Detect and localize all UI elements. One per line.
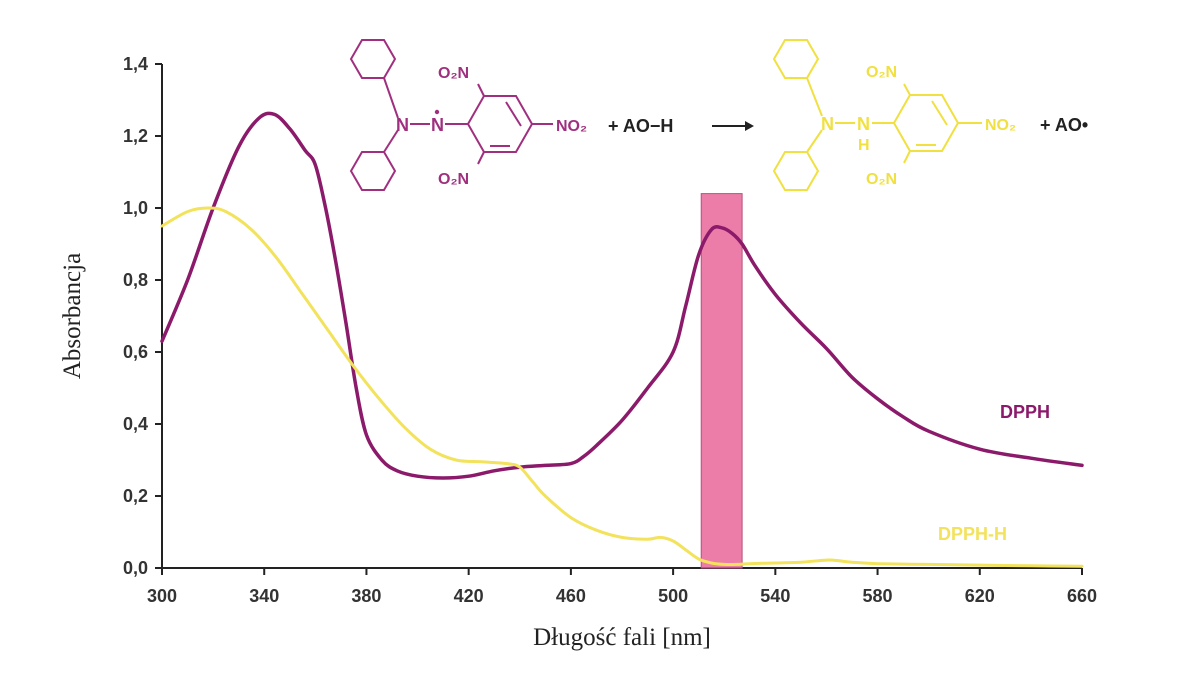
x-tick-label: 500 [658, 586, 688, 606]
reactant-no2-bottom: O₂N [438, 171, 469, 188]
product-no2-top: O₂N [866, 64, 897, 81]
product-no2-right: NO₂ [985, 117, 1016, 134]
series-label-dpph-h: DPPH-H [938, 524, 1007, 544]
reactant-phenyl-top [349, 39, 397, 79]
reactant-plus-aoh: + AO−H [608, 116, 673, 136]
reactant-picryl-ring [466, 95, 534, 153]
x-axis-ticks: 300 340 380 420 460 500 540 580 620 660 [147, 568, 1097, 606]
x-tick-label: 340 [249, 586, 279, 606]
reactant-n-radical: N [431, 115, 444, 135]
y-tick-label: 1,0 [123, 198, 148, 218]
x-tick-label: 540 [760, 586, 790, 606]
reactant-labels: N N O₂N O₂N NO₂ + AO−H [396, 65, 673, 188]
product-phenyl-top [772, 39, 820, 79]
product-plus-ao: + AO• [1040, 115, 1088, 135]
reactant-no2-right: NO₂ [556, 118, 587, 135]
series-line-dpph [160, 111, 1084, 480]
product-no2-bottom: O₂N [866, 171, 897, 188]
reaction-arrow [712, 121, 754, 131]
product-structure [772, 39, 982, 191]
product-n-amine: N [821, 114, 834, 134]
reactant-phenyl-bottom [349, 151, 397, 191]
radical-dot [434, 109, 440, 115]
y-axis-ticks: 0,0 0,2 0,4 0,6 0,8 1,0 1,2 1,4 [123, 54, 162, 578]
series-label-dpph: DPPH [1000, 402, 1050, 422]
y-tick-label: 1,4 [123, 54, 148, 74]
product-labels: N N H O₂N O₂N NO₂ + AO• [821, 64, 1088, 188]
y-tick-label: 0,0 [123, 558, 148, 578]
x-tick-label: 380 [351, 586, 381, 606]
reactant-no2-top: O₂N [438, 65, 469, 82]
wavelength-highlight-band [700, 193, 743, 569]
y-tick-label: 1,2 [123, 126, 148, 146]
x-tick-label: 660 [1067, 586, 1097, 606]
y-tick-label: 0,2 [123, 486, 148, 506]
reactant-structure [349, 39, 553, 191]
y-axis-title: Absorbancja [59, 253, 86, 379]
series-line-dpph-h [160, 206, 1084, 568]
reactant-n-amine: N [396, 115, 409, 135]
x-tick-label: 460 [556, 586, 586, 606]
y-tick-label: 0,6 [123, 342, 148, 362]
x-tick-label: 420 [454, 586, 484, 606]
x-tick-label: 300 [147, 586, 177, 606]
y-tick-label: 0,8 [123, 270, 148, 290]
product-h: H [858, 137, 870, 154]
x-axis-title: Długość fali [nm] [533, 624, 711, 651]
x-tick-label: 620 [965, 586, 995, 606]
product-picryl-ring [892, 94, 960, 152]
product-phenyl-bottom [772, 151, 820, 191]
y-tick-label: 0,4 [123, 414, 148, 434]
x-tick-label: 580 [863, 586, 893, 606]
product-n-hydrazine: N [857, 114, 870, 134]
